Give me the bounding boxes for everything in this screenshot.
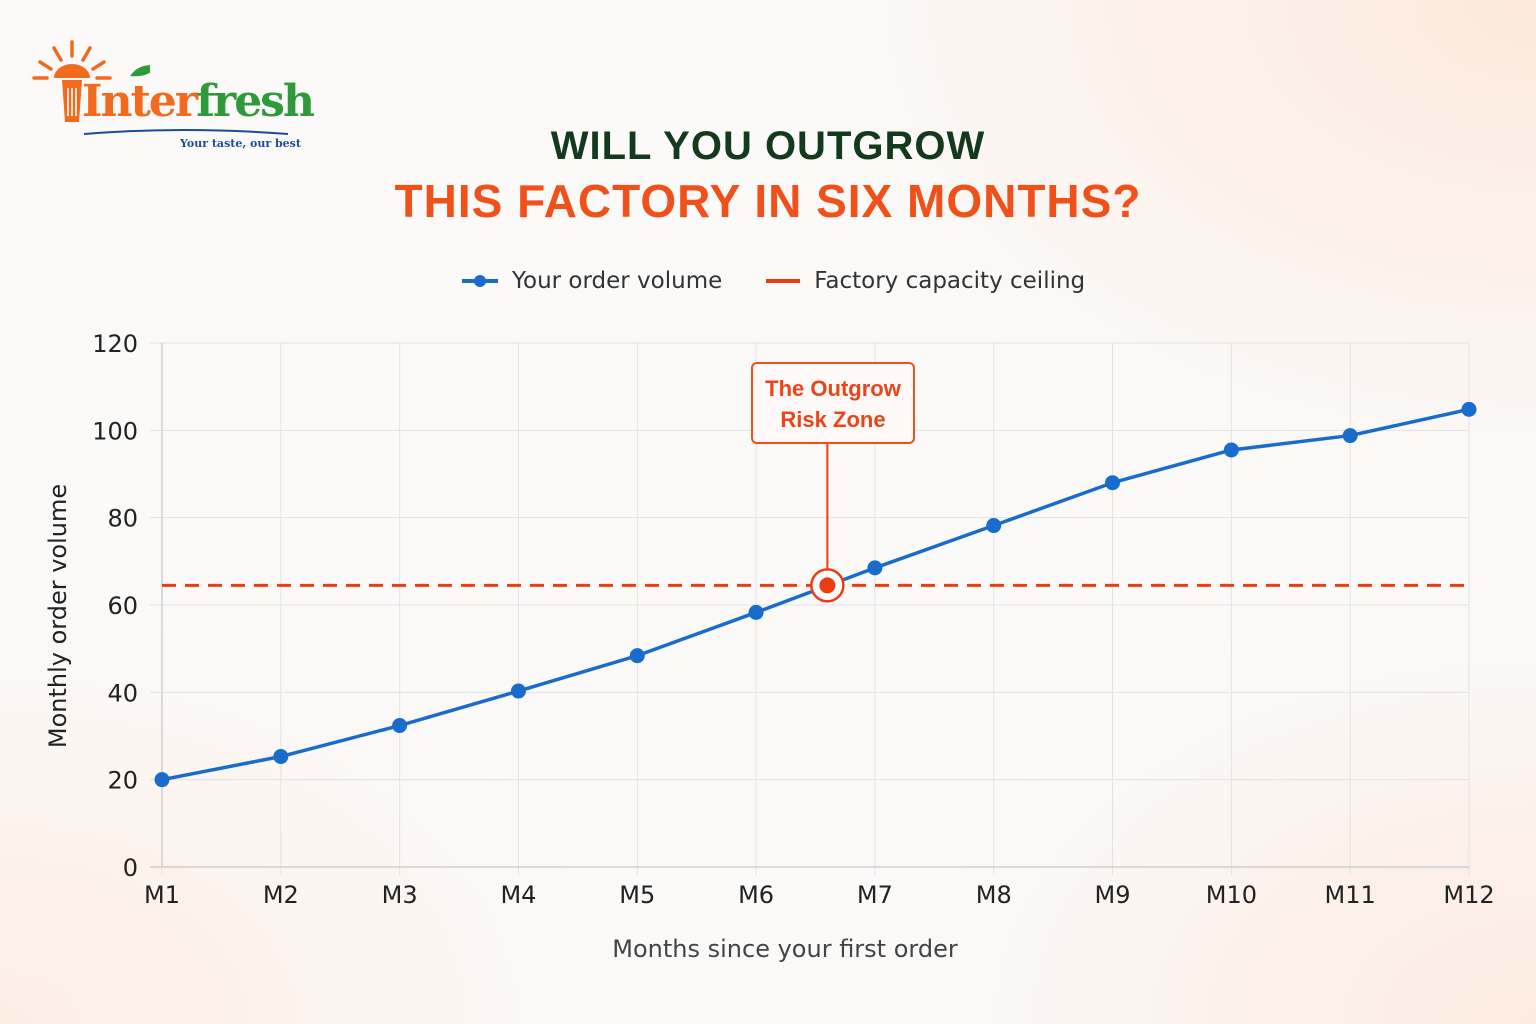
order-volume-point (510, 683, 526, 699)
order-volume-point (986, 518, 1002, 534)
legend-swatch-line-icon (462, 275, 498, 287)
x-tick-label: M7 (857, 881, 893, 909)
x-axis-title: Months since your first order (612, 935, 958, 963)
sun-glass-icon (32, 40, 150, 122)
legend-item-order-volume: Your order volume (460, 268, 722, 294)
order-volume-point (154, 772, 170, 788)
brand-logo: Interfresh Your taste, our best (30, 36, 315, 156)
x-tick-label: M10 (1206, 881, 1257, 909)
order-volume-point (392, 718, 408, 734)
x-tick-label: M3 (382, 881, 418, 909)
y-tick-label: 40 (107, 679, 138, 707)
brand-name-fresh: fresh (196, 76, 315, 127)
risk-zone-callout: The Outgrow Risk Zone (751, 362, 915, 444)
y-axis-title: Monthly order volume (44, 484, 72, 748)
headline-line-1: WILL YOU OUTGROW (550, 124, 986, 168)
order-volume-point (629, 648, 645, 664)
order-volume-point (1105, 475, 1121, 491)
headline-line-2: THIS FACTORY IN SIX MONTHS? (394, 175, 1142, 227)
order-volume-point (1223, 442, 1239, 458)
brand-wordmark: Interfresh (82, 80, 315, 124)
x-tick-label: M11 (1325, 881, 1376, 909)
x-tick-label: M8 (976, 881, 1012, 909)
legend-label-order-volume: Your order volume (512, 268, 723, 294)
order-volume-point (1342, 428, 1358, 444)
x-tick-label: M12 (1443, 881, 1494, 909)
callout-line-1: The Outgrow (765, 376, 901, 401)
x-tick-label: M9 (1095, 881, 1131, 909)
chart-legend: Your order volume Factory capacity ceili… (460, 264, 1127, 298)
y-tick-label: 80 (107, 505, 138, 533)
y-tick-label: 60 (107, 592, 138, 620)
x-tick-label: M6 (738, 881, 774, 909)
legend-item-capacity-ceiling: Factory capacity ceiling (764, 268, 1085, 294)
x-tick-label: M2 (263, 881, 299, 909)
y-tick-label: 100 (92, 417, 138, 445)
order-volume-point (748, 604, 764, 620)
y-tick-label: 20 (107, 767, 138, 795)
brand-swoosh (83, 129, 289, 135)
brand-tagline: Your taste, our best (180, 137, 301, 150)
crossing-marker-dot (819, 577, 836, 594)
x-tick-label: M5 (619, 881, 655, 909)
brand-name-inter: Inter (82, 76, 198, 127)
order-volume-point (867, 560, 883, 576)
legend-swatch-dash-icon (766, 279, 801, 283)
order-volume-point (1461, 401, 1477, 417)
legend-label-capacity-ceiling: Factory capacity ceiling (814, 268, 1086, 294)
callout-line-2: Risk Zone (780, 407, 886, 432)
order-volume-point (273, 749, 289, 765)
x-tick-label: M4 (500, 881, 536, 909)
y-tick-label: 120 (92, 330, 138, 358)
x-tick-label: M1 (144, 881, 180, 909)
y-tick-label: 0 (123, 854, 138, 882)
